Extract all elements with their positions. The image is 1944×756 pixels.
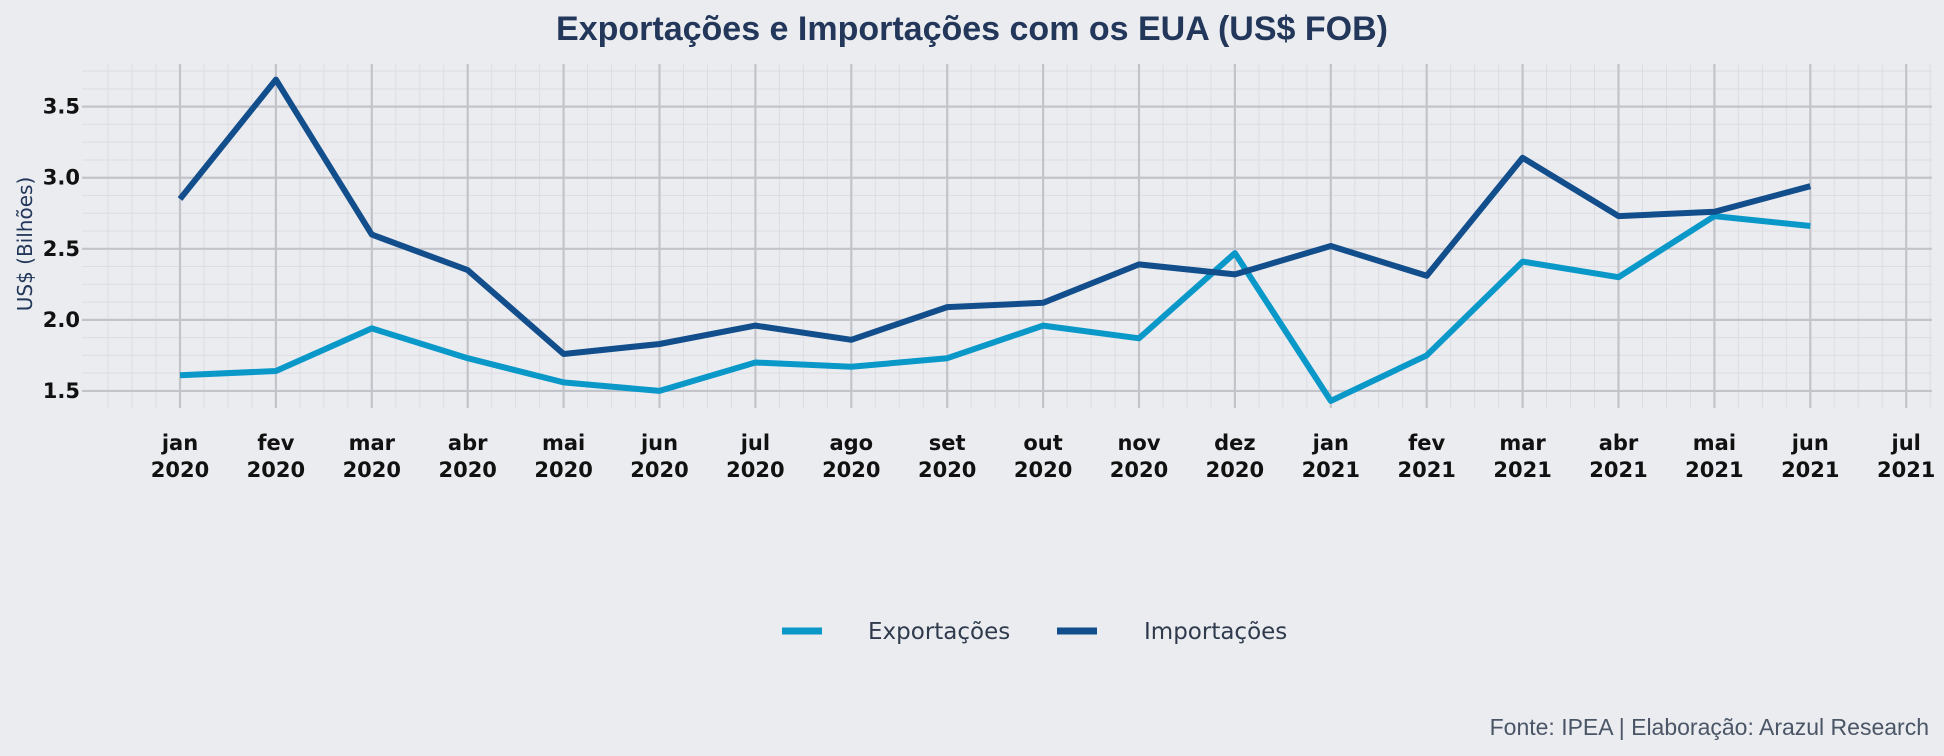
x-tick-year: 2020 <box>822 458 880 482</box>
legend-label: Importações <box>1144 619 1287 645</box>
x-tick-year: 2020 <box>534 458 592 482</box>
x-tick-year: 2020 <box>726 458 784 482</box>
x-tick-month: jun <box>640 431 678 455</box>
x-tick-year: 2021 <box>1877 458 1935 482</box>
x-tick-year: 2021 <box>1302 458 1360 482</box>
x-tick-year: 2020 <box>151 458 209 482</box>
x-tick-year: 2020 <box>343 458 401 482</box>
x-tick-month: dez <box>1214 431 1256 455</box>
x-tick-month: mar <box>1499 431 1546 455</box>
x-tick-month: out <box>1023 431 1062 455</box>
x-tick-month: mai <box>1693 431 1736 455</box>
legend: Exportações Importações <box>782 619 1287 645</box>
x-tick-year: 2021 <box>1589 458 1647 482</box>
y-tick-label: 1.5 <box>43 379 80 403</box>
x-tick-month: jul <box>1891 431 1921 455</box>
x-tick-year: 2021 <box>1685 458 1743 482</box>
x-tick-year: 2020 <box>247 458 305 482</box>
y-axis-ticks: 1.5 2.0 2.5 3.0 3.5 <box>43 95 80 403</box>
y-tick-label: 2.5 <box>43 237 80 261</box>
x-tick-year: 2020 <box>1014 458 1072 482</box>
x-tick-month: fev <box>1408 431 1445 455</box>
x-tick-month: set <box>929 431 966 455</box>
x-tick-month: abr <box>448 431 488 455</box>
series-line-exportacoes <box>179 213 1811 404</box>
x-tick-year: 2021 <box>1397 458 1455 482</box>
x-tick-month: mar <box>349 431 396 455</box>
source-note: Fonte: IPEA | Elaboração: Arazul Researc… <box>1490 714 1929 740</box>
x-tick-month: mai <box>542 431 585 455</box>
x-tick-month: abr <box>1599 431 1639 455</box>
chart-title: Exportações e Importações com os EUA (US… <box>556 10 1388 48</box>
x-tick-year: 2020 <box>630 458 688 482</box>
y-axis-label: US$ (Bilhões) <box>13 177 37 312</box>
x-axis-ticks: jan 2020 fev 2020 mar 2020 abr 2020 mai 2020 jun 20… <box>151 431 1936 482</box>
x-tick-year: 2021 <box>1493 458 1551 482</box>
x-tick-year: 2020 <box>1206 458 1264 482</box>
legend-label: Exportações <box>868 619 1010 645</box>
x-tick-year: 2020 <box>918 458 976 482</box>
x-tick-month: jan <box>161 431 198 455</box>
x-tick-month: jan <box>1312 431 1349 455</box>
major-grid <box>82 64 1932 408</box>
y-tick-label: 3.5 <box>43 95 80 119</box>
y-tick-label: 2.0 <box>43 308 80 332</box>
x-tick-month: ago <box>829 431 873 455</box>
x-tick-month: nov <box>1117 431 1160 455</box>
x-tick-year: 2020 <box>1110 458 1168 482</box>
x-tick-month: jun <box>1791 431 1829 455</box>
series-line-importacoes <box>177 76 1812 357</box>
x-tick-year: 2021 <box>1781 458 1839 482</box>
minor-grid <box>82 64 1932 408</box>
x-tick-month: jul <box>740 431 770 455</box>
x-tick-month: fev <box>257 431 294 455</box>
series-lines <box>177 76 1812 404</box>
y-tick-label: 3.0 <box>43 166 80 190</box>
x-tick-year: 2020 <box>438 458 496 482</box>
